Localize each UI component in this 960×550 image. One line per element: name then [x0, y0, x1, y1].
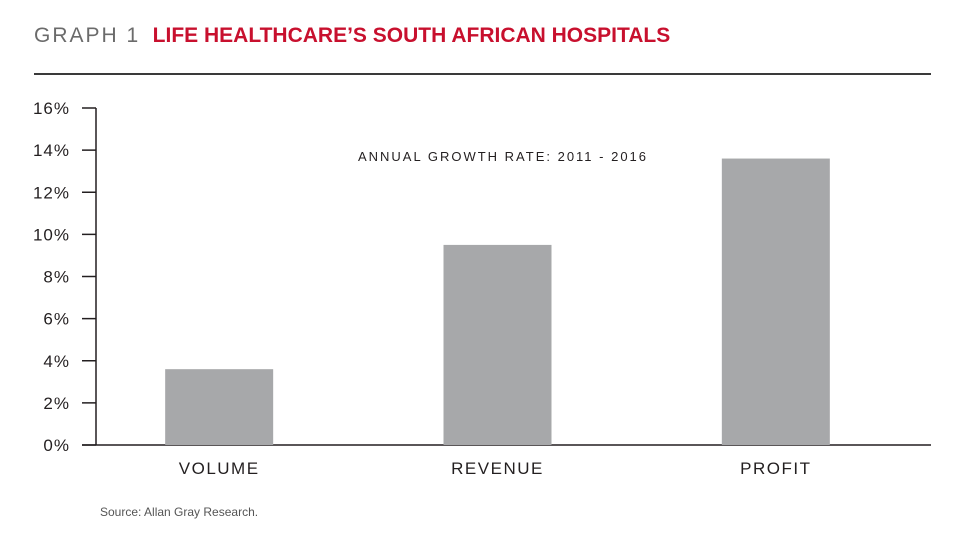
- header-divider: [34, 73, 931, 75]
- x-tick-label: PROFIT: [740, 459, 811, 478]
- y-tick-label: 6%: [43, 310, 70, 329]
- y-tick-label: 4%: [43, 352, 70, 371]
- bar-profit: [721, 158, 830, 446]
- bar-revenue: [443, 244, 552, 445]
- graph-number: GRAPH 1: [34, 24, 141, 47]
- bar-volume: [165, 369, 274, 445]
- y-tick-label: 8%: [43, 268, 70, 287]
- y-tick-label: 0%: [43, 436, 70, 455]
- graph-title: LIFE HEALTHCARE’S SOUTH AFRICAN HOSPITAL…: [152, 24, 671, 47]
- y-ticks: 0% 2% 4% 6% 8% 10% 12% 14% 16%: [33, 99, 96, 455]
- y-tick-label: 10%: [33, 225, 70, 244]
- x-tick-label: VOLUME: [179, 459, 260, 478]
- x-tick-labels: VOLUME REVENUE PROFIT: [179, 459, 811, 478]
- y-tick-label: 16%: [33, 99, 70, 118]
- y-tick-label: 14%: [33, 141, 70, 160]
- source-note: Source: Allan Gray Research.: [100, 505, 259, 519]
- x-tick-label: REVENUE: [451, 459, 544, 478]
- y-tick-label: 2%: [43, 394, 70, 413]
- chart-header: GRAPH 1 LIFE HEALTHCARE’S SOUTH AFRICAN …: [34, 24, 670, 48]
- chart-subtitle: ANNUAL GROWTH RATE: 2011 - 2016: [358, 149, 648, 164]
- y-tick-label: 12%: [33, 183, 70, 202]
- bars: [165, 158, 830, 446]
